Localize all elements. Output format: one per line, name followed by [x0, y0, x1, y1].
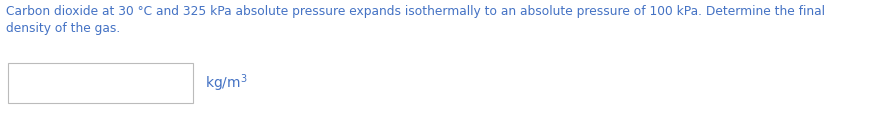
- Text: density of the gas.: density of the gas.: [6, 22, 120, 35]
- Text: kg/m$^3$: kg/m$^3$: [205, 72, 248, 94]
- Text: Carbon dioxide at 30 °C and 325 kPa absolute pressure expands isothermally to an: Carbon dioxide at 30 °C and 325 kPa abso…: [6, 5, 824, 18]
- Bar: [8, 63, 193, 103]
